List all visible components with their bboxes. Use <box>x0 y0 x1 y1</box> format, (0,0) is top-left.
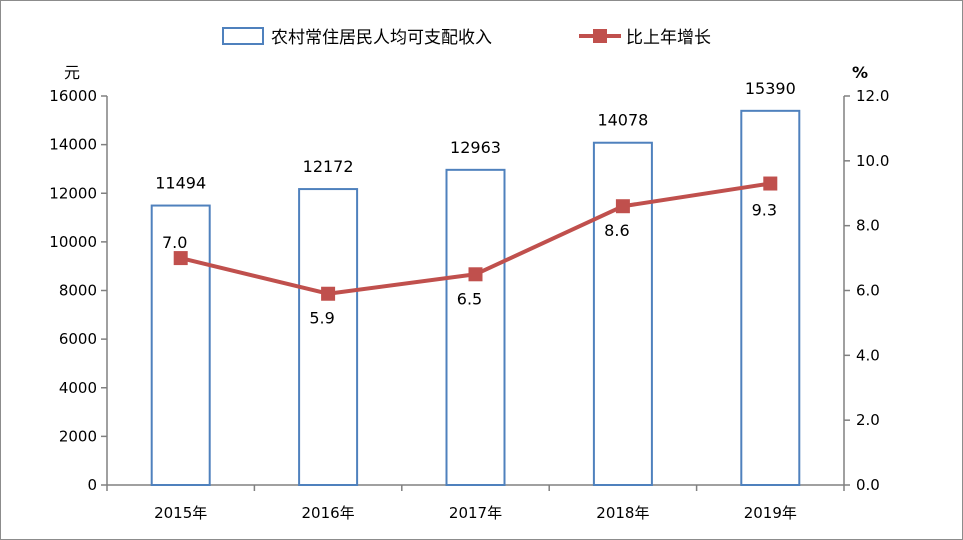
line-point <box>615 199 630 214</box>
right-tick-label: 2.0 <box>856 411 880 429</box>
line-value-label: 6.5 <box>457 289 482 308</box>
bar-value-label: 14078 <box>597 111 648 130</box>
left-axis: 0 2000 4000 6000 8000 10000 12000 14000 16000 <box>49 87 108 494</box>
bar-value-label: 11494 <box>155 174 206 193</box>
right-tick-label: 0.0 <box>856 476 880 494</box>
left-tick-label: 16000 <box>49 87 97 105</box>
line-series <box>173 176 778 301</box>
left-tick-label: 0 <box>87 476 97 494</box>
x-tick-label: 2018年 <box>596 504 649 522</box>
left-tick-label: 8000 <box>59 282 97 300</box>
line-value-label: 7.0 <box>162 233 187 252</box>
bar-value-label: 15390 <box>745 79 796 98</box>
bar-series <box>150 109 801 487</box>
line-value-label: 9.3 <box>752 201 777 220</box>
line-point <box>468 267 483 282</box>
right-tick-label: 10.0 <box>856 152 889 170</box>
bar <box>298 188 359 487</box>
left-tick-label: 14000 <box>49 136 97 154</box>
legend: 农村常住居民人均可支配收入 比上年增长 <box>222 27 711 48</box>
right-tick-label: 12.0 <box>856 87 889 105</box>
line-point <box>763 176 778 191</box>
x-tick-label: 2016年 <box>302 504 355 522</box>
line-point <box>321 286 336 301</box>
x-tick-label: 2019年 <box>744 504 797 522</box>
right-tick-label: 4.0 <box>856 346 880 364</box>
bar <box>740 109 801 486</box>
left-tick-label: 4000 <box>59 379 97 397</box>
right-tick-label: 6.0 <box>856 282 880 300</box>
left-tick-label: 2000 <box>59 427 97 445</box>
x-axis: 2015年 2016年 2017年 2018年 2019年 <box>106 484 845 522</box>
left-axis-unit: 元 <box>64 63 80 82</box>
x-tick-label: 2017年 <box>449 504 502 522</box>
left-tick-label: 6000 <box>59 330 97 348</box>
legend-bar-label: 农村常住居民人均可支配收入 <box>271 28 492 48</box>
line-point <box>173 251 188 266</box>
x-tick-label: 2015年 <box>154 504 207 522</box>
left-tick-label: 12000 <box>49 184 97 202</box>
left-tick-label: 10000 <box>49 233 97 251</box>
legend-line-label: 比上年增长 <box>626 28 711 48</box>
line-value-label: 8.6 <box>604 221 629 240</box>
legend-bar-swatch <box>222 27 264 45</box>
line-value-label: 5.9 <box>309 309 334 328</box>
right-axis: 0.0 2.0 4.0 6.0 8.0 10.0 12.0 <box>843 87 889 494</box>
bar <box>592 141 653 486</box>
data-labels: 11494 12172 12963 14078 15390 7.0 5.9 6.5 8.6 9.3 <box>155 79 796 328</box>
bar-value-label: 12172 <box>303 157 354 176</box>
right-axis-unit: % <box>852 63 868 82</box>
right-tick-label: 8.0 <box>856 217 880 235</box>
legend-line-marker <box>593 29 607 43</box>
bar <box>445 168 506 486</box>
bar-value-label: 12963 <box>450 138 501 157</box>
